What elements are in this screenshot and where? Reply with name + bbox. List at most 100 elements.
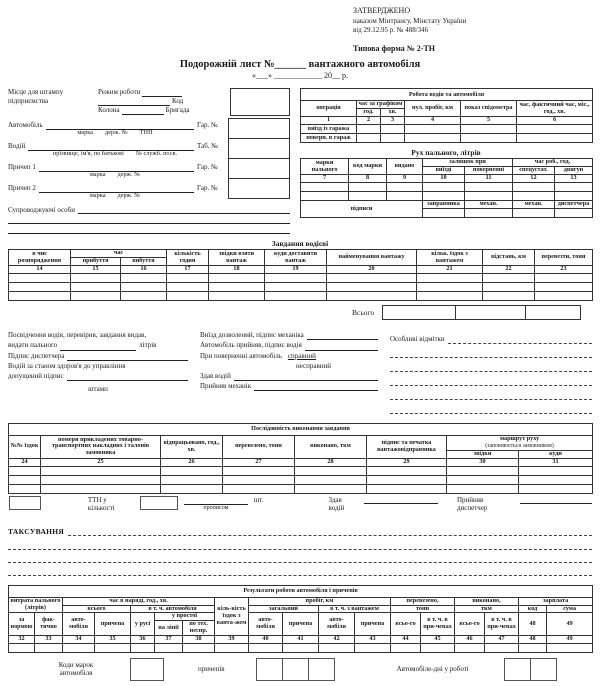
checks-section: Посвідчення водія, перевірив, завдання в… (8, 330, 592, 415)
ttn-words-wrap: прописом (183, 496, 249, 512)
empty-cell (512, 182, 555, 193)
col-transported: перевезено, тонн (222, 435, 295, 459)
ttn-gave-label: Здав водій (328, 495, 345, 512)
escort-label: Супроводжуючі особи (8, 205, 75, 214)
route-label: маршрут руху (499, 435, 540, 443)
empty-cell (182, 643, 215, 654)
col-total-short: всьо-го (454, 612, 485, 637)
empty-cell (534, 273, 593, 284)
col-incl-trailers: в т. ч. в при-чепах (484, 612, 519, 637)
codes-row: Коди марок автомобіля причепів Автомобіл… (48, 658, 592, 682)
trailer1-row: Причеп 1 Гар. № (8, 160, 222, 172)
taxing-extra-line (8, 565, 592, 576)
trailer1-sublabels: марка держ. № (8, 171, 222, 181)
row-return-label: поверн. в гараж (300, 133, 357, 144)
role-fueler: заправника (422, 200, 465, 210)
escort-blank (77, 206, 290, 215)
col-at-return: поверненні (464, 166, 513, 176)
col-num: 31 (517, 457, 594, 467)
trailer-code-box (307, 658, 335, 682)
empty-cell (8, 483, 41, 494)
results-table: Результати роботи автомобіля і причепів … (7, 584, 594, 654)
approval-block: ЗАТВЕРДЖЕНО наказом Мінтрансу, Мінстату … (353, 6, 592, 54)
empty-cell (70, 282, 121, 293)
fuel-issue-line: видати пального літрів (8, 340, 188, 351)
empty-cell (366, 465, 447, 476)
col-num: 27 (222, 457, 295, 467)
col-num: 19 (264, 265, 327, 275)
ttn-qty-box (140, 495, 179, 510)
col-num: 20 (326, 265, 417, 275)
empty-cell (454, 643, 485, 654)
col-tkm: ткм (454, 604, 519, 614)
trailer-code-boxes (255, 658, 335, 682)
role-dispatcher: диспетчера (554, 200, 593, 210)
gave-driver-label: Здав водій (200, 371, 231, 380)
col-distance: відстань, км (482, 249, 535, 267)
col-salary-sum-num: 49 (545, 612, 594, 637)
col-num: 34 (62, 635, 95, 645)
col-trip-no: №№ їздок (8, 435, 41, 459)
fuel-issue-label: видати пального (8, 341, 58, 350)
col-num: 40 (248, 635, 283, 645)
car-brand-codes-label: Коди марок автомобіля (58, 661, 94, 677)
col-route: маршрут руху (заповнюється замовником) (445, 435, 594, 451)
garage-no-label: Гар. № (197, 162, 218, 171)
empty-cell (264, 273, 327, 284)
brigade-label: Бригада (165, 105, 190, 114)
taxing-extra-line (8, 539, 592, 550)
col-in-outfit: час в наряді, год., хв. (62, 596, 215, 606)
mode-line: Режим роботи (98, 88, 226, 98)
empty-cell (208, 282, 265, 293)
col-actual: фак-тично (34, 612, 63, 637)
driver-tab-box (228, 138, 290, 160)
col-num: 22 (482, 265, 535, 275)
col-num: 25 (40, 457, 161, 467)
empty-cell (554, 182, 593, 193)
col-fuel-usage: витрата пального (літрів) (8, 596, 63, 614)
col-cargo-name: найменування вантажу (326, 249, 417, 267)
column-label: Колона (98, 105, 120, 114)
col-by-norm: за нормою (8, 612, 35, 637)
driver-row: Водій Таб. № (8, 139, 222, 151)
empty-cell (160, 483, 223, 494)
notes-extra-line (390, 390, 592, 401)
col-num: 23 (534, 265, 593, 275)
col-salary-code: код (518, 604, 547, 614)
car-garage-box (228, 118, 290, 140)
col-num: 10 (422, 174, 465, 184)
col-num: 29 (366, 457, 447, 467)
empty-cell (8, 474, 41, 485)
car-label: Автомобіль (8, 120, 43, 129)
empty-cell (120, 282, 167, 293)
col-num: 42 (318, 635, 355, 645)
col-tech-fault: по тех. неспр. (182, 620, 215, 637)
empty-cell (356, 133, 381, 144)
col-trailer: причепа (94, 612, 131, 637)
col-at-departure: виїзді (422, 166, 465, 176)
car-days-boxes (503, 658, 557, 682)
col-hours: год. (356, 108, 381, 118)
col-num: 2 (356, 116, 381, 126)
col-total-run: загальний (248, 604, 319, 614)
total-strip: Всього (352, 305, 592, 321)
empty-cell (154, 643, 183, 654)
return-condition-label: При поверненні автомобіль (200, 351, 282, 360)
col-speedometer: показ спідометра (460, 100, 517, 118)
trailer-code-box (255, 658, 283, 682)
col-num: 47 (484, 635, 519, 645)
empty-cell (348, 182, 387, 193)
empty-cell (222, 474, 295, 485)
empty-cell (518, 643, 547, 654)
empty-cell (8, 273, 71, 284)
total-label: Всього (352, 308, 375, 318)
col-num: 16 (120, 265, 167, 275)
empty-cell (166, 291, 209, 302)
empty-cell (420, 643, 455, 654)
empty-cell (366, 474, 447, 485)
col-car: авто-мобіля (248, 612, 283, 637)
task-sequence-table: Послідовність виконання завдання №№ їздо… (7, 423, 594, 494)
col-num: 46 (454, 635, 485, 645)
col-num: 14 (8, 265, 71, 275)
empty-cell (464, 182, 513, 193)
